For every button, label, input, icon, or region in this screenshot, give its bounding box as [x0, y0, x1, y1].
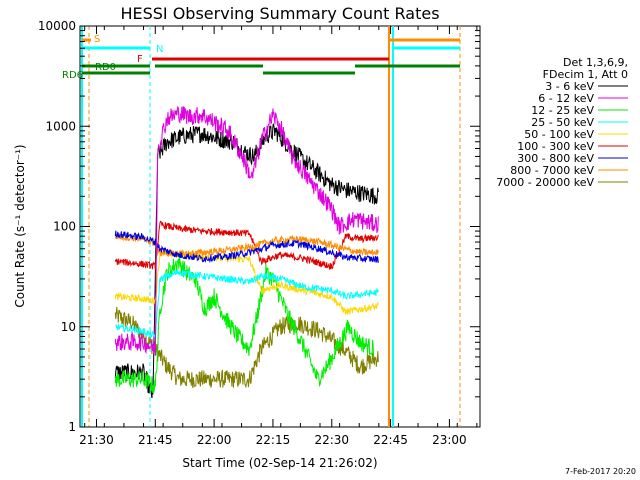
x-tick-label: 21:30	[79, 433, 114, 447]
y-tick-label: 10000	[38, 19, 76, 33]
flag-label-s: S	[94, 34, 100, 45]
flag-layer: S N F RD0 RD6	[62, 26, 461, 427]
y-tick-label: 1000	[45, 119, 76, 133]
series-line-12-25keV	[114, 254, 375, 394]
flag-label-f: F	[137, 54, 143, 65]
flag-label-rd6: RD6	[62, 70, 83, 81]
legend-header-line: Det 1,3,6,9,	[563, 56, 628, 69]
series-line-25-50keV	[115, 269, 379, 339]
chart-title: HESSI Observing Summary Count Rates	[120, 4, 439, 23]
y-tick-label: 10	[61, 320, 76, 334]
footer-timestamp: 7-Feb-2017 20:20	[565, 467, 636, 476]
x-tick-label: 22:00	[197, 433, 232, 447]
legend-entry-label: 12 - 25 keV	[531, 104, 594, 117]
flag-label-rd0: RD0	[95, 62, 116, 73]
legend-entry-label: 300 - 800 keV	[517, 152, 594, 165]
y-tick-label: 100	[53, 220, 76, 234]
legend-entry-label: 25 - 50 keV	[531, 116, 594, 129]
x-tick-label: 23:00	[432, 433, 467, 447]
legend-entry-label: 800 - 7000 keV	[510, 164, 594, 177]
series-layer	[114, 105, 379, 399]
legend-entry-label: 100 - 300 keV	[517, 140, 594, 153]
legend-header-line: FDecim 1, Att 0	[543, 68, 628, 81]
legend-entry-label: 3 - 6 keV	[545, 80, 594, 93]
y-axis-label: Count Rate (s⁻¹ detector⁻¹)	[13, 144, 27, 307]
legend-entry-label: 7000 - 20000 keV	[496, 176, 594, 189]
series-line-6-12keV	[114, 105, 379, 356]
axes-layer: 21:30 21:45 22:00 22:15 22:30 22:45 23:00 1 10 10…	[38, 19, 480, 447]
x-tick-label: 22:30	[314, 433, 349, 447]
x-tick-label: 22:15	[256, 433, 291, 447]
x-tick-label: 21:45	[138, 433, 173, 447]
legend-entry-label: 6 - 12 keV	[538, 92, 594, 105]
series-line-300-800keV	[114, 230, 379, 264]
series-line-50-100keV	[114, 248, 379, 315]
y-tick-label: 1	[68, 420, 76, 434]
flag-label-n: N	[156, 44, 163, 55]
x-axis-label: Start Time (02-Sep-14 21:26:02)	[182, 456, 377, 470]
x-tick-label: 22:45	[373, 433, 408, 447]
series-line-7000-20000keV	[114, 306, 379, 389]
legend-entry-label: 50 - 100 keV	[524, 128, 594, 141]
series-line-100-300keV	[114, 220, 379, 271]
